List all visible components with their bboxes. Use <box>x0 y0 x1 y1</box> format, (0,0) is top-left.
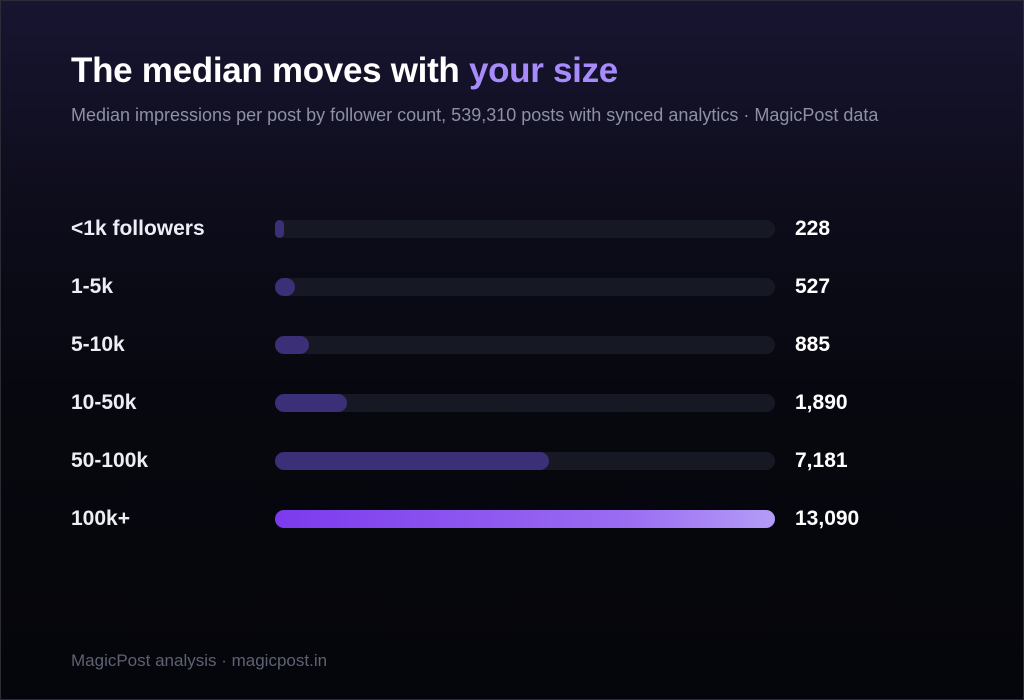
value-label: 13,090 <box>795 507 860 530</box>
title-lead: The median moves with <box>71 51 469 90</box>
value-label: 527 <box>795 275 831 298</box>
bar-row: 1-5k 527 <box>71 271 951 301</box>
value-label: 228 <box>795 217 831 240</box>
bar-row: 10-50k 1,890 <box>71 387 951 417</box>
bar-row: 100k+ 13,090 <box>71 503 951 533</box>
category-label: 5-10k <box>71 333 125 356</box>
category-label: 10-50k <box>71 391 137 414</box>
bar-track <box>275 394 775 412</box>
bar-track <box>275 510 775 528</box>
bar-track <box>275 452 775 470</box>
bar <box>275 510 775 528</box>
category-label: 1-5k <box>71 275 114 298</box>
bar <box>275 220 284 238</box>
bar-row: 50-100k 7,181 <box>71 445 951 475</box>
bar <box>275 278 296 296</box>
bar-track <box>275 220 775 238</box>
bar <box>275 336 309 354</box>
bar <box>275 452 550 470</box>
bar <box>275 394 348 412</box>
chart-title: The median moves with your size <box>71 51 618 91</box>
value-label: 7,181 <box>795 449 848 472</box>
chart-subtitle: Median impressions per post by follower … <box>71 105 879 125</box>
bar-track <box>275 336 775 354</box>
category-label: 50-100k <box>71 449 149 472</box>
footer-credit: MagicPost analysis · magicpost.in <box>71 651 328 670</box>
category-label: <1k followers <box>71 217 205 240</box>
category-label: 100k+ <box>71 507 130 530</box>
bar-track <box>275 278 775 296</box>
value-label: 885 <box>795 333 831 356</box>
title-accent: your size <box>468 51 618 90</box>
value-label: 1,890 <box>795 391 848 414</box>
bar-row: <1k followers 228 <box>71 213 951 243</box>
bar-row: 5-10k 885 <box>71 329 951 359</box>
